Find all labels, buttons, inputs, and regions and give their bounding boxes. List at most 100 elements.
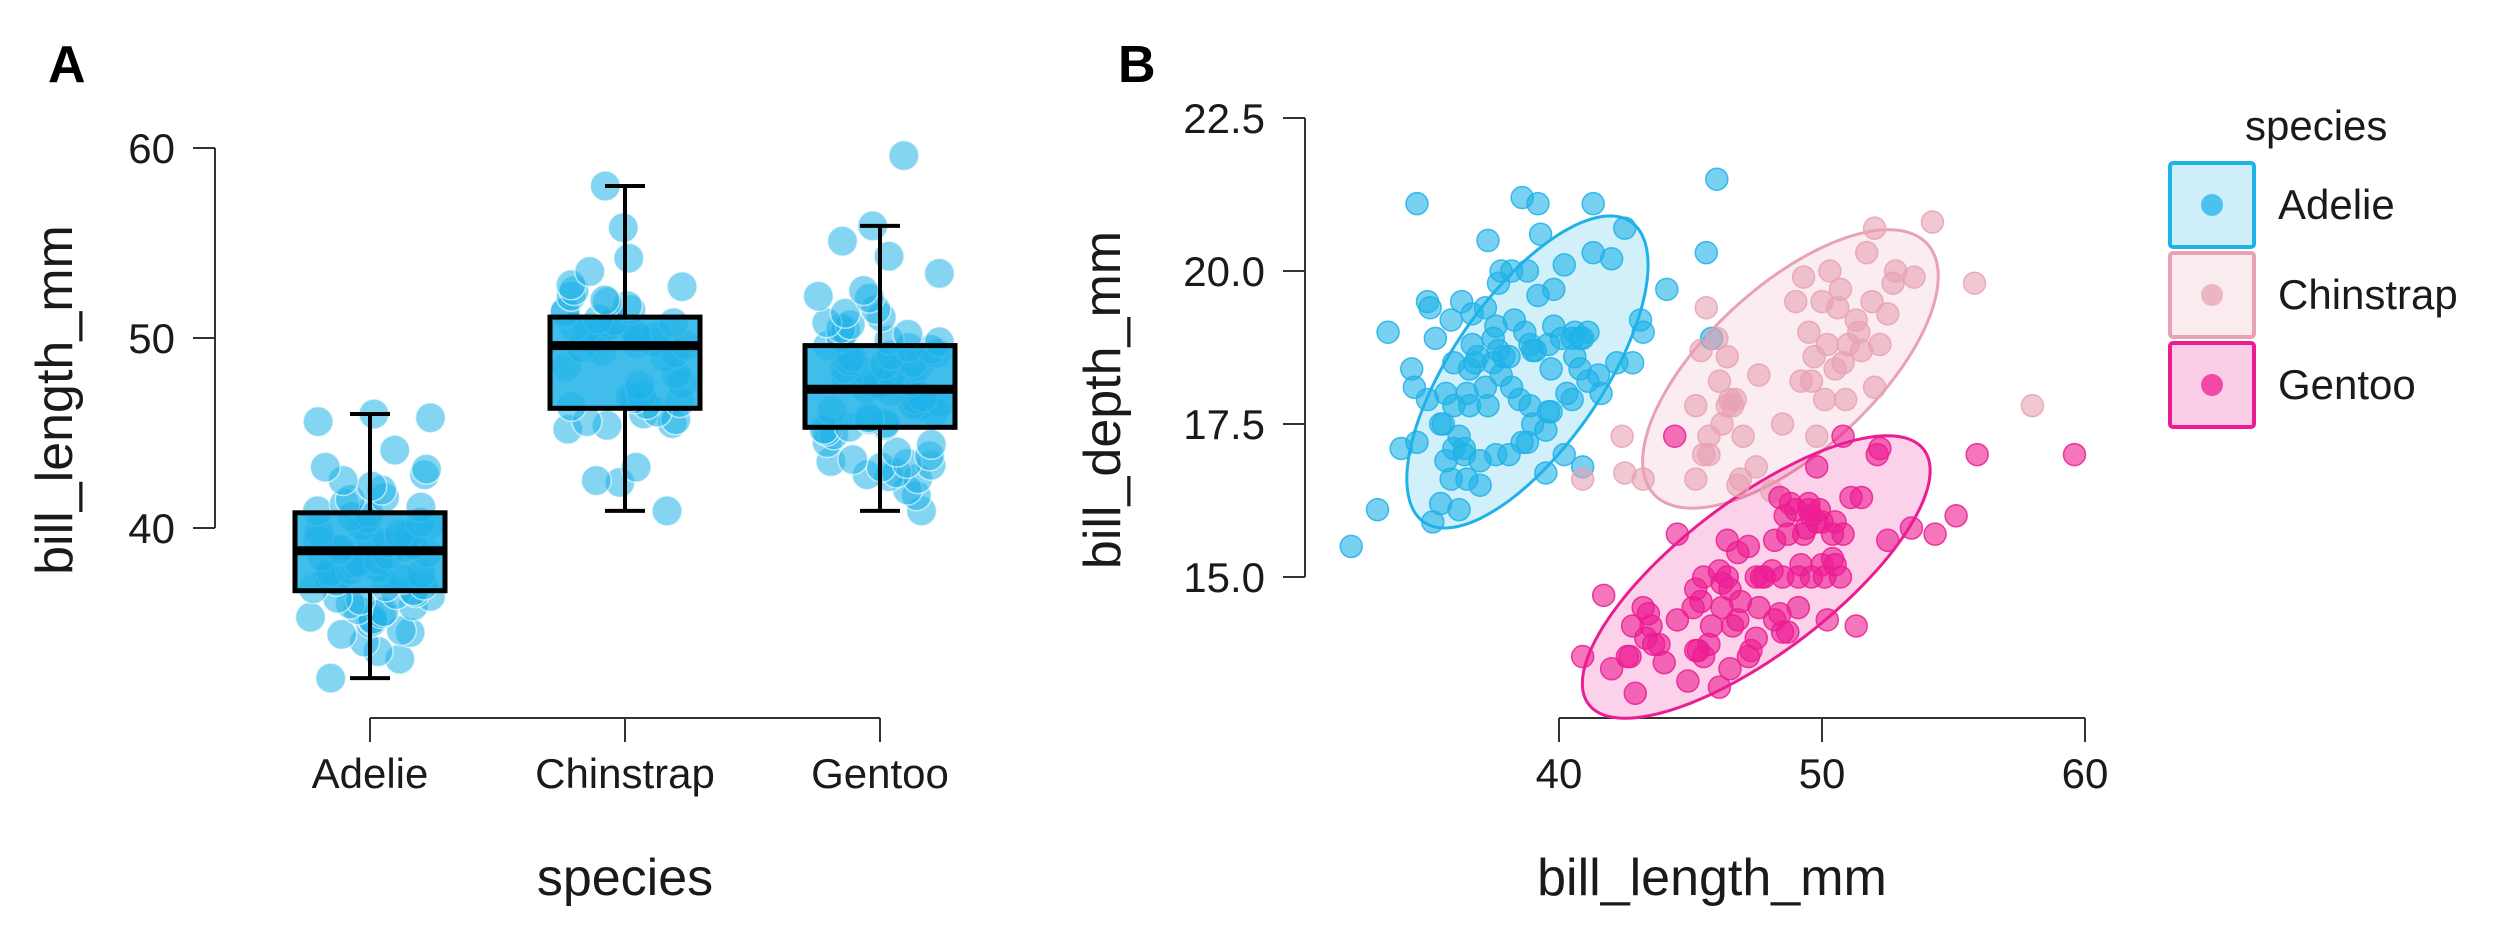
panel-a-point (888, 139, 920, 172)
point-gentoo (1744, 626, 1768, 650)
point-chinstrap (1715, 344, 1740, 369)
panel-b-x-tick-label: 50 (1799, 750, 1846, 797)
panel-b-x-axis-title: bill_length_mm (1537, 849, 1887, 907)
legend-marker-adelie (2201, 194, 2223, 216)
point-gentoo (1831, 424, 1855, 448)
panel-a-point (666, 270, 698, 303)
point-adelie (1541, 277, 1566, 302)
point-adelie (1423, 326, 1448, 351)
point-adelie (1526, 191, 1550, 216)
point-adelie (1655, 277, 1679, 302)
point-chinstrap (1868, 332, 1892, 357)
panel-a-x-tick-label: Gentoo (811, 750, 949, 797)
point-chinstrap (1812, 387, 1837, 412)
legend-label-chinstrap: Chinstrap (2278, 271, 2458, 318)
point-gentoo (1844, 614, 1868, 638)
point-chinstrap (1799, 369, 1824, 393)
panel-a-point (580, 464, 613, 497)
point-adelie (1589, 381, 1613, 406)
point-gentoo (1944, 504, 1968, 528)
point-adelie (1631, 320, 1655, 344)
panel-a-y-tick-label: 40 (128, 505, 175, 552)
panel-a-point (414, 402, 447, 434)
point-adelie (1339, 534, 1363, 559)
panel-b-y-tick-label: 15.0 (1183, 554, 1265, 601)
point-chinstrap (1570, 467, 1595, 491)
point-gentoo (1707, 675, 1732, 699)
point-adelie (1497, 344, 1521, 369)
point-chinstrap (1731, 424, 1755, 448)
panel-a-x-tick-label: Chinstrap (535, 750, 715, 797)
point-chinstrap (2020, 393, 2045, 418)
panel-a-point (314, 662, 347, 694)
legend-marker-chinstrap (2201, 284, 2223, 306)
point-adelie (1439, 308, 1463, 332)
point-chinstrap (1610, 424, 1634, 448)
point-gentoo (1623, 681, 1648, 706)
point-adelie (1599, 247, 1624, 271)
point-adelie (1418, 295, 1442, 320)
point-gentoo (1591, 583, 1616, 608)
panel-a-point (613, 242, 645, 274)
point-chinstrap (1697, 442, 1721, 467)
point-gentoo (1570, 644, 1595, 669)
point-adelie (1515, 259, 1540, 283)
point-gentoo (1618, 644, 1642, 669)
legend-title: species (2245, 102, 2387, 149)
point-adelie (1473, 295, 1498, 320)
point-adelie (1576, 320, 1600, 344)
point-gentoo (1776, 620, 1800, 644)
panel-a-point (410, 453, 443, 485)
point-adelie (1539, 357, 1563, 381)
panel-a-point (620, 451, 652, 483)
panel-a-point (915, 428, 948, 461)
panel-a-y-axis-title: bill_length_mm (26, 225, 84, 575)
point-chinstrap (1804, 424, 1829, 448)
point-chinstrap (1860, 289, 1884, 314)
point-adelie (1476, 228, 1500, 253)
point-adelie (1452, 436, 1477, 461)
panel-a-boxplot: A bill_length_mm species 40 50 60 Adelie Chi… (26, 36, 958, 907)
point-gentoo (1815, 608, 1840, 632)
point-adelie (1431, 412, 1456, 436)
point-chinstrap (1854, 240, 1879, 265)
point-gentoo (1804, 455, 1829, 479)
point-gentoo (1662, 424, 1687, 448)
point-chinstrap (1876, 302, 1900, 326)
point-chinstrap (1920, 210, 1945, 234)
panel-b-axes: 15.0 17.5 20.0 22.5 40 50 60 (1183, 95, 2108, 797)
legend-label-gentoo: Gentoo (2278, 361, 2416, 408)
point-gentoo (1965, 442, 1989, 467)
point-gentoo (1899, 516, 1924, 540)
point-chinstrap (1797, 320, 1821, 344)
point-adelie (1405, 191, 1429, 216)
panel-a-box (547, 314, 703, 411)
point-adelie (1405, 430, 1429, 455)
point-adelie (1534, 461, 1558, 485)
point-gentoo (1747, 595, 1771, 620)
point-chinstrap (1862, 216, 1887, 240)
panel-a-point (589, 284, 621, 316)
point-gentoo (1718, 657, 1742, 681)
panel-a-point (881, 436, 913, 468)
point-chinstrap (1689, 338, 1713, 363)
panel-a-axes: 40 50 60 Adelie Chinstrap Gentoo (128, 125, 949, 797)
panel-a-x-tick-label: Adelie (312, 750, 429, 797)
point-chinstrap (1707, 369, 1732, 393)
point-gentoo (1849, 485, 1874, 510)
point-gentoo (1831, 522, 1855, 546)
panel-a-point (802, 280, 835, 312)
point-gentoo (1689, 589, 1713, 614)
panel-a-y-tick-label: 50 (128, 315, 175, 362)
panel-a-x-axis-title: species (537, 849, 713, 907)
point-gentoo (1828, 565, 1853, 589)
point-chinstrap (1744, 455, 1768, 479)
legend: species Adelie Chinstrap Gentoo (2168, 102, 2458, 429)
panel-b-tag: B (1118, 36, 1156, 94)
point-gentoo (1786, 595, 1811, 620)
point-chinstrap (1833, 387, 1858, 412)
panel-a-point (326, 618, 358, 651)
point-adelie (1613, 216, 1637, 240)
point-adelie (1447, 497, 1471, 522)
